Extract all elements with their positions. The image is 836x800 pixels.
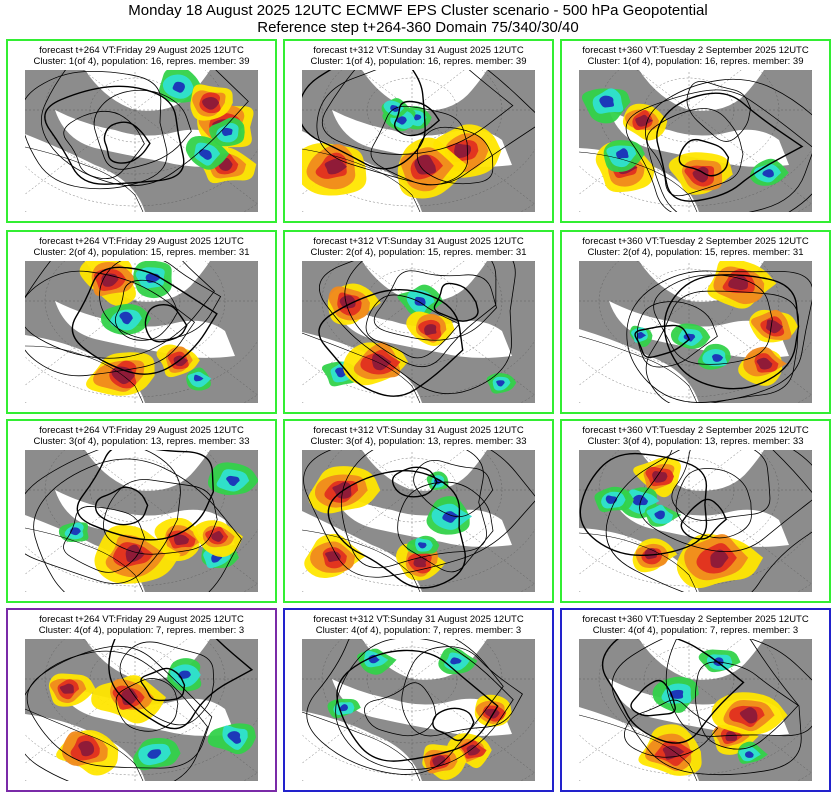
panel-forecast-label: forecast t+264 VT:Friday 29 August 2025 … bbox=[39, 425, 244, 436]
geopotential-map bbox=[302, 261, 535, 403]
panel-forecast-label: forecast t+312 VT:Sunday 31 August 2025 … bbox=[313, 425, 524, 436]
panel-forecast-label: forecast t+312 VT:Sunday 31 August 2025 … bbox=[313, 45, 524, 56]
cluster-panel: forecast t+312 VT:Sunday 31 August 2025 … bbox=[283, 39, 554, 223]
panel-forecast-label: forecast t+312 VT:Sunday 31 August 2025 … bbox=[313, 614, 524, 625]
geopotential-map bbox=[25, 70, 258, 212]
panel-cluster-label: Cluster: 4(of 4), population: 7, repres.… bbox=[315, 625, 522, 636]
geopotential-map bbox=[25, 450, 258, 592]
panel-cluster-label: Cluster: 1(of 4), population: 16, repres… bbox=[33, 56, 250, 67]
cluster-panel: forecast t+264 VT:Friday 29 August 2025 … bbox=[6, 608, 277, 792]
panel-forecast-label: forecast t+264 VT:Friday 29 August 2025 … bbox=[39, 236, 244, 247]
panel-cluster-label: Cluster: 2(of 4), population: 15, repres… bbox=[310, 247, 527, 258]
panel-forecast-label: forecast t+264 VT:Friday 29 August 2025 … bbox=[39, 45, 244, 56]
panel-forecast-label: forecast t+264 VT:Friday 29 August 2025 … bbox=[39, 614, 244, 625]
panel-cluster-label: Cluster: 1(of 4), population: 16, repres… bbox=[310, 56, 527, 67]
geopotential-map bbox=[579, 450, 812, 592]
panel-cluster-label: Cluster: 3(of 4), population: 13, repres… bbox=[587, 436, 804, 447]
cluster-panel: forecast t+312 VT:Sunday 31 August 2025 … bbox=[283, 230, 554, 414]
cluster-panel: forecast t+360 VT:Tuesday 2 September 20… bbox=[560, 39, 831, 223]
geopotential-map bbox=[579, 70, 812, 212]
panel-cluster-label: Cluster: 4(of 4), population: 7, repres.… bbox=[592, 625, 799, 636]
panel-forecast-label: forecast t+360 VT:Tuesday 2 September 20… bbox=[582, 425, 809, 436]
geopotential-map bbox=[302, 450, 535, 592]
geopotential-map bbox=[579, 639, 812, 781]
panel-cluster-label: Cluster: 2(of 4), population: 15, repres… bbox=[587, 247, 804, 258]
geopotential-map bbox=[302, 639, 535, 781]
cluster-panel: forecast t+264 VT:Friday 29 August 2025 … bbox=[6, 230, 277, 414]
panel-cluster-label: Cluster: 1(of 4), population: 16, repres… bbox=[587, 56, 804, 67]
panel-forecast-label: forecast t+360 VT:Tuesday 2 September 20… bbox=[582, 236, 809, 247]
cluster-panel: forecast t+360 VT:Tuesday 2 September 20… bbox=[560, 419, 831, 603]
cluster-panel: forecast t+264 VT:Friday 29 August 2025 … bbox=[6, 419, 277, 603]
panel-cluster-label: Cluster: 3(of 4), population: 13, repres… bbox=[33, 436, 250, 447]
geopotential-map bbox=[25, 639, 258, 781]
chart-subtitle: Reference step t+264-360 Domain 75/340/3… bbox=[257, 19, 579, 36]
panel-forecast-label: forecast t+360 VT:Tuesday 2 September 20… bbox=[582, 45, 809, 56]
panel-cluster-label: Cluster: 2(of 4), population: 15, repres… bbox=[33, 247, 250, 258]
panel-cluster-label: Cluster: 4(of 4), population: 7, repres.… bbox=[38, 625, 245, 636]
cluster-panel: forecast t+312 VT:Sunday 31 August 2025 … bbox=[283, 608, 554, 792]
panel-forecast-label: forecast t+312 VT:Sunday 31 August 2025 … bbox=[313, 236, 524, 247]
geopotential-map bbox=[302, 70, 535, 212]
chart-title: Monday 18 August 2025 12UTC ECMWF EPS Cl… bbox=[128, 2, 708, 19]
geopotential-map bbox=[25, 261, 258, 403]
panel-forecast-label: forecast t+360 VT:Tuesday 2 September 20… bbox=[582, 614, 809, 625]
cluster-panel: forecast t+264 VT:Friday 29 August 2025 … bbox=[6, 39, 277, 223]
cluster-panel: forecast t+360 VT:Tuesday 2 September 20… bbox=[560, 230, 831, 414]
cluster-panel: forecast t+312 VT:Sunday 31 August 2025 … bbox=[283, 419, 554, 603]
panel-cluster-label: Cluster: 3(of 4), population: 13, repres… bbox=[310, 436, 527, 447]
cluster-panel: forecast t+360 VT:Tuesday 2 September 20… bbox=[560, 608, 831, 792]
geopotential-map bbox=[579, 261, 812, 403]
